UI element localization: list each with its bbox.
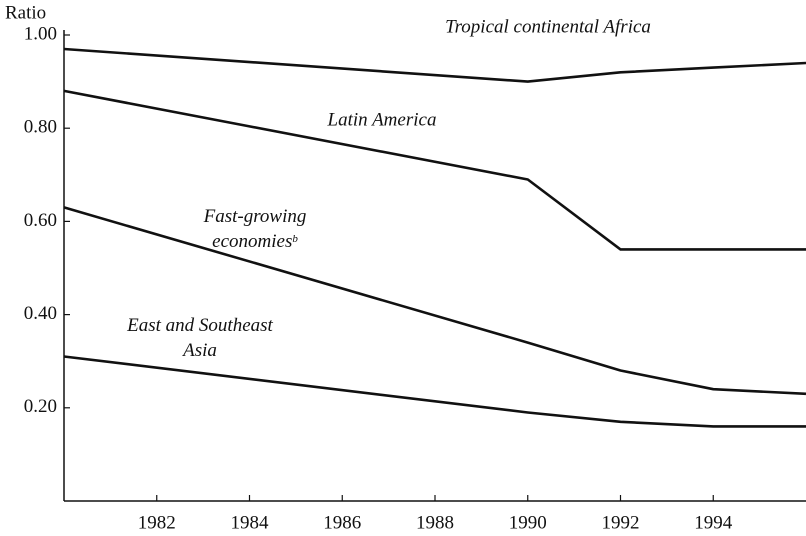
series-name: Latin America bbox=[327, 109, 437, 131]
y-tick-label: 1.00 bbox=[24, 23, 57, 44]
y-tick-label: 0.60 bbox=[24, 210, 57, 231]
x-tick-label: 1994 bbox=[694, 512, 733, 533]
y-tick-label: 0.40 bbox=[24, 303, 57, 324]
y-tick-label: 0.80 bbox=[24, 117, 57, 138]
y-axis-label: Ratio bbox=[5, 2, 46, 23]
x-tick-label: 1990 bbox=[509, 512, 547, 533]
series-label: Tropical continental Africa bbox=[348, 15, 748, 40]
x-tick-label: 1988 bbox=[416, 512, 454, 533]
series-line bbox=[63, 89, 806, 251]
series-line bbox=[63, 47, 806, 83]
series-name: Fast-growing economies bbox=[203, 206, 307, 252]
series-label: Fast-growing economiesb bbox=[185, 204, 325, 254]
series-name: Tropical continental Africa bbox=[445, 16, 651, 38]
series-label: Latin America bbox=[232, 108, 532, 133]
x-tick-label: 1982 bbox=[138, 512, 176, 533]
series-label: East and Southeast Asia bbox=[115, 313, 285, 363]
footnote-marker: b bbox=[292, 233, 298, 245]
x-tick-label: 1992 bbox=[602, 512, 640, 533]
series-name: East and Southeast Asia bbox=[127, 315, 273, 361]
x-tick-label: 1986 bbox=[323, 512, 361, 533]
series-line bbox=[63, 355, 806, 428]
y-tick-label: 0.20 bbox=[24, 396, 57, 417]
x-tick-label: 1984 bbox=[231, 512, 270, 533]
series-line bbox=[63, 206, 806, 396]
